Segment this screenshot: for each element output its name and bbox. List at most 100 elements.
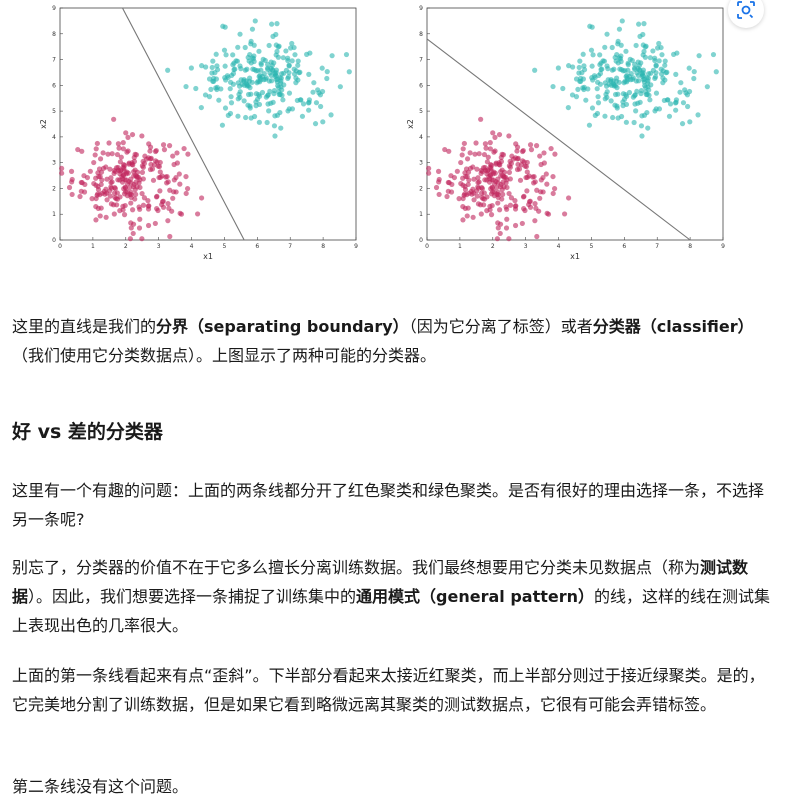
data-point	[183, 190, 189, 197]
data-point	[475, 175, 481, 181]
data-point	[133, 152, 140, 158]
data-point	[662, 77, 668, 83]
data-point	[247, 85, 253, 91]
data-point	[652, 57, 658, 64]
data-point	[589, 63, 595, 69]
data-point	[140, 202, 147, 208]
x-axis-label: x1	[203, 252, 213, 261]
data-point	[433, 184, 440, 191]
data-point	[507, 176, 513, 182]
data-point	[561, 211, 568, 217]
data-point	[609, 44, 615, 51]
data-point	[237, 31, 243, 37]
data-point	[513, 141, 519, 147]
data-point	[111, 211, 117, 217]
data-point	[115, 164, 121, 171]
data-point	[122, 185, 129, 191]
data-point	[120, 146, 127, 152]
data-point	[492, 134, 498, 140]
data-point	[460, 217, 466, 223]
data-point	[199, 63, 205, 69]
x-tick-label: 7	[655, 243, 659, 250]
data-point	[77, 193, 83, 200]
data-point	[478, 211, 484, 217]
data-point	[109, 179, 115, 185]
data-point	[87, 168, 93, 174]
data-point	[266, 42, 272, 49]
data-point	[260, 56, 266, 62]
data-point	[482, 177, 488, 183]
data-point	[628, 77, 634, 83]
data-point	[476, 179, 482, 185]
x-axis-label: x1	[570, 252, 580, 261]
data-point	[671, 51, 677, 57]
data-point	[478, 190, 485, 196]
data-point	[170, 195, 176, 201]
data-point	[498, 169, 504, 175]
data-point	[586, 122, 593, 128]
data-point	[594, 86, 600, 92]
data-point	[222, 75, 228, 81]
data-point	[659, 52, 665, 58]
scatter-plot-right-svg: 0 1 2 3 4 5 6 7 8 9 0 1 2 3 4 5 6 7 8 9 x1 x2	[406, 5, 725, 261]
data-point	[538, 177, 544, 183]
data-point	[555, 65, 561, 71]
data-point	[613, 78, 620, 84]
data-point	[223, 52, 229, 58]
data-point	[550, 173, 556, 180]
p1-text-c: （因为它分离了标签）或者	[408, 317, 593, 336]
data-point	[139, 133, 145, 139]
data-point	[575, 86, 581, 92]
y-tick-label: 4	[419, 134, 423, 141]
data-point	[583, 97, 589, 103]
data-point	[128, 192, 134, 198]
x-tick-label: 2	[124, 243, 128, 250]
data-point	[277, 109, 283, 116]
data-point	[294, 97, 300, 104]
data-point	[608, 98, 614, 104]
data-point	[78, 179, 84, 186]
data-point	[691, 75, 697, 82]
data-point	[324, 75, 330, 82]
data-point	[506, 236, 512, 242]
data-point	[662, 58, 668, 64]
data-point	[488, 212, 495, 218]
data-point	[95, 170, 101, 176]
x-tick-label: 4	[190, 243, 194, 250]
data-point	[532, 201, 538, 207]
data-point	[637, 99, 643, 105]
data-point	[235, 44, 241, 50]
data-point	[210, 58, 216, 64]
data-point	[275, 83, 281, 89]
data-point	[320, 119, 326, 125]
data-point	[610, 114, 616, 121]
data-point	[618, 113, 625, 120]
data-point	[589, 105, 596, 111]
data-point	[497, 207, 503, 213]
visual-search-button[interactable]	[728, 0, 764, 28]
data-point	[617, 55, 624, 62]
data-point	[141, 160, 148, 166]
data-point	[111, 116, 117, 122]
data-point	[81, 189, 88, 195]
data-point	[685, 103, 691, 110]
data-point	[643, 91, 649, 98]
data-point	[193, 85, 199, 92]
data-point	[514, 148, 520, 154]
data-point	[304, 51, 310, 57]
data-point	[500, 152, 507, 158]
data-point	[112, 184, 118, 191]
figure-row: 0 1 2 3 4 5 6 7 8 9 0 1 2 3 4 5 6 7 8 9 x1 x2 0 1 2 3 4 5 6 7 8 9 0 1 2 3 4…	[0, 0, 789, 270]
data-point	[209, 70, 215, 76]
data-point	[508, 160, 515, 166]
data-point	[69, 179, 75, 185]
data-point	[198, 104, 204, 111]
data-point	[631, 119, 637, 126]
data-point	[608, 78, 614, 84]
data-point	[581, 67, 588, 73]
data-point	[506, 190, 512, 197]
y-tick-label: 6	[52, 82, 56, 89]
data-point	[604, 94, 610, 101]
data-point	[128, 176, 134, 182]
data-point	[165, 67, 171, 73]
